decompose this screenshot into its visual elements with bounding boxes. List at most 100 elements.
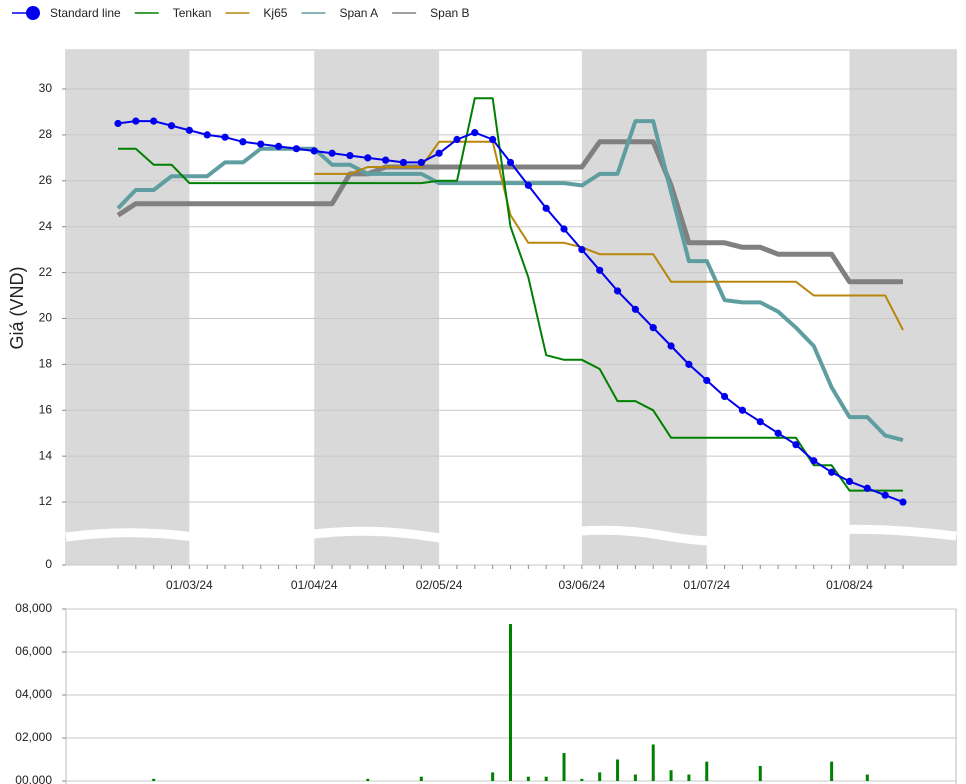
series-point xyxy=(524,181,532,189)
series-point xyxy=(310,147,318,155)
series-point xyxy=(203,131,211,139)
volume-bar xyxy=(509,624,512,781)
month-shade xyxy=(581,50,707,565)
y-tick-label: 24 xyxy=(39,219,53,233)
series-point xyxy=(631,305,639,313)
volume-bar xyxy=(152,778,156,781)
x-tick-label: 01/08/24 xyxy=(826,578,873,592)
volume-bar xyxy=(419,776,423,781)
volume-bar xyxy=(598,772,602,781)
series-point xyxy=(756,418,764,426)
legend-label: Tenkan xyxy=(173,6,212,20)
series-point xyxy=(738,406,747,414)
plot-area xyxy=(65,49,957,566)
series-point xyxy=(399,158,408,167)
series-point xyxy=(720,392,729,401)
series-point xyxy=(506,158,515,167)
series-point xyxy=(435,149,443,157)
y-tick-label: 14 xyxy=(39,448,53,462)
y-tick-label: 04,000 xyxy=(15,687,52,701)
x-tick-label: 03/06/24 xyxy=(559,578,606,592)
y-tick-label: 22 xyxy=(39,265,53,279)
series-point xyxy=(132,117,140,125)
series-line xyxy=(118,97,903,492)
volume-bar xyxy=(651,744,655,781)
series-point xyxy=(828,468,836,476)
series-point xyxy=(578,246,586,254)
series-point xyxy=(489,135,497,144)
y-tick-label: 30 xyxy=(39,81,53,95)
series-point xyxy=(346,151,354,160)
series-point xyxy=(167,122,176,130)
series-point xyxy=(899,498,907,506)
y-axis-label: Giá (VND) xyxy=(7,266,27,349)
y-tick-label: 02,000 xyxy=(15,730,52,744)
legend-label: Kj65 xyxy=(263,6,287,20)
axis-break xyxy=(65,524,957,546)
series-point xyxy=(881,491,889,499)
y-tick-label: 16 xyxy=(39,402,53,416)
volume-bar xyxy=(687,774,691,781)
legend-label: Standard line xyxy=(50,6,121,20)
series-line xyxy=(116,119,904,443)
series-point xyxy=(542,204,550,212)
legend: Standard line Tenkan Kj65 Span A Span B xyxy=(12,6,470,20)
volume-bar xyxy=(491,772,495,781)
series-point xyxy=(792,441,800,449)
series-point xyxy=(596,266,604,274)
y-tick-label: 0 xyxy=(45,557,52,571)
legend-label: Span A xyxy=(339,6,378,20)
volume-bar xyxy=(669,770,673,781)
volume-bar xyxy=(830,761,834,781)
y-tick-label: 00,000 xyxy=(15,773,52,784)
series-point xyxy=(239,138,247,146)
series-point xyxy=(417,158,425,167)
series-line xyxy=(116,139,903,285)
series-point xyxy=(114,119,122,128)
volume-bar xyxy=(865,774,869,781)
month-shade xyxy=(314,50,440,565)
volume-bar xyxy=(758,765,762,781)
series-point xyxy=(863,484,871,492)
x-tick-label: 01/07/24 xyxy=(683,578,730,592)
volume-bar xyxy=(580,778,584,781)
series-point xyxy=(382,156,390,164)
y-tick-label: 28 xyxy=(39,127,53,141)
series-line xyxy=(314,140,904,331)
series-point xyxy=(560,225,568,233)
series-point xyxy=(471,129,479,137)
series-point xyxy=(221,133,229,141)
series-point xyxy=(703,376,711,385)
y-tick-label: 06,000 xyxy=(15,644,52,658)
volume-bar xyxy=(526,776,530,781)
volume-bar xyxy=(616,759,620,781)
x-tick-label: 02/05/24 xyxy=(416,578,463,592)
series-point xyxy=(810,457,818,465)
series-point xyxy=(613,287,622,295)
month-shade xyxy=(66,50,190,565)
volume-bar xyxy=(633,774,637,781)
series-point xyxy=(292,145,301,153)
volume-bar xyxy=(562,753,566,781)
series-point xyxy=(328,149,336,157)
series-point xyxy=(774,429,782,437)
series-point xyxy=(364,154,372,162)
y-tick-label: 12 xyxy=(39,494,53,508)
x-tick-label: 01/04/24 xyxy=(291,578,338,592)
volume-bar xyxy=(705,761,709,781)
series-point xyxy=(649,324,657,332)
y-tick-label: 18 xyxy=(39,357,53,371)
y-tick-label: 08,000 xyxy=(15,601,52,615)
series-point xyxy=(685,360,693,368)
volume-bar xyxy=(544,776,548,781)
legend-marker xyxy=(26,6,40,20)
volume-bar xyxy=(366,778,370,781)
series-point xyxy=(845,477,854,486)
series-point xyxy=(150,117,158,125)
series-point xyxy=(257,140,265,148)
y-tick-label: 26 xyxy=(39,173,53,187)
y-tick-label: 20 xyxy=(39,311,53,325)
legend-label: Span B xyxy=(430,6,469,20)
